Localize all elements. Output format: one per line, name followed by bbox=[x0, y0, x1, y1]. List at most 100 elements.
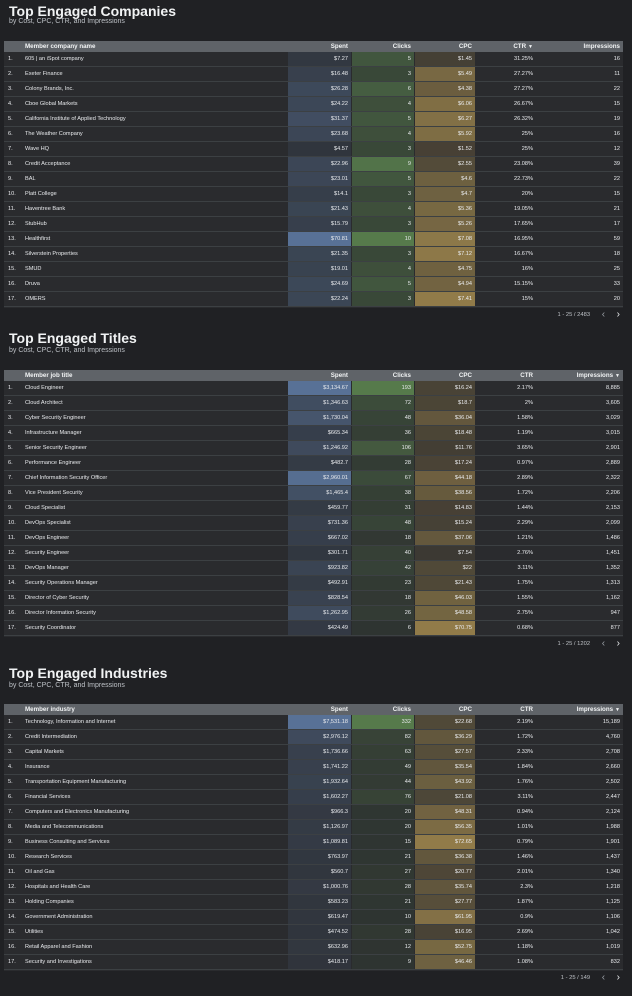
table-row[interactable]: 11. Oil and Gas $560.7 27 $20.77 2.01% 1,340 bbox=[4, 865, 623, 880]
row-name: Credit Intermediation bbox=[25, 734, 77, 740]
column-header-cpc[interactable]: CPC bbox=[415, 41, 475, 52]
table-row[interactable]: 12. Hospitals and Health Care $1,000.76 28 $… bbox=[4, 880, 623, 895]
table-row[interactable]: 4. Cboe Global Markets $24.22 4 $6.06 26.67% 1… bbox=[4, 97, 623, 112]
row-index: 13. bbox=[8, 236, 16, 242]
table-row[interactable]: 5. California Institute of Applied Techno… bbox=[4, 112, 623, 127]
table-row[interactable]: 16. Druva $24.69 5 $4.94 15.15% 33 bbox=[4, 277, 623, 292]
cell-cpc: $16.95 bbox=[415, 925, 475, 939]
table-row[interactable]: 13. Healthfirst $70.81 10 $7.08 16.95% 59 bbox=[4, 232, 623, 247]
table-row[interactable]: 4. Infrastructure Manager $665.34 36 $18.48 1… bbox=[4, 426, 623, 441]
cell-spent: $301.71 bbox=[288, 546, 351, 560]
table-row[interactable]: 2. Exeter Finance $16.48 3 $5.49 27.27% 11 bbox=[4, 67, 623, 82]
table-row[interactable]: 8. Media and Telecommunications $1,126.97 2… bbox=[4, 820, 623, 835]
table-row[interactable]: 3. Colony Brands, Inc. $26.28 6 $4.38 27.27% 2… bbox=[4, 82, 623, 97]
table-row[interactable]: 9. Cloud Specialist $459.77 31 $14.83 1.44% 2,… bbox=[4, 501, 623, 516]
chevron-right-icon[interactable]: › bbox=[616, 309, 620, 320]
section-top-companies: Top Engaged Companies by Cost, CPC, CTR,… bbox=[0, 0, 632, 325]
table-row[interactable]: 4. Insurance $1,741.22 49 $35.54 1.84% 2,660 bbox=[4, 760, 623, 775]
table-row[interactable]: 1. 605 | an iSpot company $7.27 5 $1.45 31.25… bbox=[4, 52, 623, 67]
pagination-label: 1 - 25 / 2483 bbox=[557, 312, 591, 318]
column-header-ctr[interactable]: CTR bbox=[476, 704, 536, 715]
column-header-name[interactable]: Member job title bbox=[25, 372, 73, 379]
row-index: 10. bbox=[8, 854, 16, 860]
table-row[interactable]: 3. Cyber Security Engineer $1,730.04 48 $36.… bbox=[4, 411, 623, 426]
column-header-spent[interactable]: Spent bbox=[288, 41, 351, 52]
cell-impressions: 33 bbox=[613, 281, 620, 287]
column-header-ctr[interactable]: CTR bbox=[476, 370, 536, 381]
table-row[interactable]: 2. Credit Intermediation $2,976.12 82 $36.29… bbox=[4, 730, 623, 745]
table-row[interactable]: 11. Haventree Bank $21.43 4 $5.36 19.05% 21 bbox=[4, 202, 623, 217]
table-row[interactable]: 16. Director Information Security $1,262.9… bbox=[4, 606, 623, 621]
table-row[interactable]: 2. Cloud Architect $1,346.63 72 $18.7 2% 3,605 bbox=[4, 396, 623, 411]
cell-cpc: $21.43 bbox=[415, 576, 475, 590]
table-row[interactable]: 11. DevOps Engineer $667.02 18 $37.06 1.21% 1,… bbox=[4, 531, 623, 546]
cell-clicks: 3 bbox=[352, 67, 414, 81]
table-row[interactable]: 10. DevOps Specialist $731.36 48 $15.24 2.29%… bbox=[4, 516, 623, 531]
cell-clicks: 20 bbox=[352, 820, 414, 834]
table-row[interactable]: 17. OMERS $22.24 3 $7.41 15% 20 bbox=[4, 292, 623, 307]
column-header-clicks[interactable]: Clicks bbox=[352, 370, 414, 381]
column-header-spent[interactable]: Spent bbox=[288, 370, 351, 381]
column-header-name[interactable]: Member industry bbox=[25, 706, 75, 713]
cell-impressions: 1,352 bbox=[606, 565, 620, 571]
table-row[interactable]: 7. Computers and Electronics Manufacturin… bbox=[4, 805, 623, 820]
column-header-ctr[interactable]: CTR ▼ bbox=[476, 41, 536, 52]
cell-cpc: $21.08 bbox=[415, 790, 475, 804]
table-row[interactable]: 6. The Weather Company $23.68 4 $5.92 25% 16 bbox=[4, 127, 623, 142]
column-header-impressions[interactable]: Impressions bbox=[537, 41, 623, 52]
cell-impressions: 1,218 bbox=[606, 884, 620, 890]
chevron-left-icon[interactable]: ‹ bbox=[601, 309, 606, 320]
column-header-cpc[interactable]: CPC bbox=[415, 704, 475, 715]
section-top-industries: Top Engaged Industries by Cost, CPC, CTR… bbox=[0, 660, 632, 996]
table-row[interactable]: 14. Security Operations Manager $492.91 23 $… bbox=[4, 576, 623, 591]
table-row[interactable]: 9. Business Consulting and Services $1,089… bbox=[4, 835, 623, 850]
cell-ctr: 15% bbox=[521, 296, 533, 302]
table-row[interactable]: 12. Security Engineer $301.71 40 $7.54 2.76% 1… bbox=[4, 546, 623, 561]
table-row[interactable]: 5. Transportation Equipment Manufacturing… bbox=[4, 775, 623, 790]
table-row[interactable]: 5. Senior Security Engineer $1,246.92 106 $1… bbox=[4, 441, 623, 456]
cell-clicks: 3 bbox=[352, 217, 414, 231]
table-row[interactable]: 14. Silverstein Properties $21.35 3 $7.12 16.… bbox=[4, 247, 623, 262]
cell-impressions: 16 bbox=[613, 56, 620, 62]
table-row[interactable]: 8. Credit Acceptance $22.96 9 $2.55 23.08% 39 bbox=[4, 157, 623, 172]
table-row[interactable]: 14. Government Administration $619.47 10 $61… bbox=[4, 910, 623, 925]
pagination: 1 - 25 / 2483 ‹ › bbox=[558, 309, 621, 321]
column-header-name[interactable]: Member company name bbox=[25, 43, 96, 50]
table-row[interactable]: 15. Director of Cyber Security $828.54 18 $4… bbox=[4, 591, 623, 606]
chevron-right-icon[interactable]: › bbox=[616, 638, 620, 649]
column-header-cpc[interactable]: CPC bbox=[415, 370, 475, 381]
table-row[interactable]: 6. Performance Engineer $482.7 28 $17.24 0.97… bbox=[4, 456, 623, 471]
row-index: 3. bbox=[8, 86, 13, 92]
table-row[interactable]: 12. StubHub $15.79 3 $5.26 17.65% 17 bbox=[4, 217, 623, 232]
column-header-clicks[interactable]: Clicks bbox=[352, 41, 414, 52]
column-header-spent[interactable]: Spent bbox=[288, 704, 351, 715]
table-row[interactable]: 9. BAL $23.01 5 $4.6 22.73% 22 bbox=[4, 172, 623, 187]
cell-impressions: 22 bbox=[613, 86, 620, 92]
table-row[interactable]: 10. Research Services $763.97 21 $36.38 1.46%… bbox=[4, 850, 623, 865]
table-row[interactable]: 1. Cloud Engineer $3,134.67 193 $16.24 2.17% 8… bbox=[4, 381, 623, 396]
cell-spent: $14.1 bbox=[288, 187, 351, 201]
table-row[interactable]: 17. Security Coordinator $424.49 6 $70.75 0.6… bbox=[4, 621, 623, 636]
chevron-left-icon[interactable]: ‹ bbox=[601, 972, 606, 983]
table-row[interactable]: 10. Platt College $14.1 3 $4.7 20% 15 bbox=[4, 187, 623, 202]
table-row[interactable]: 17. Security and Investigations $418.17 9 $4… bbox=[4, 955, 623, 970]
cell-clicks: 20 bbox=[352, 805, 414, 819]
row-name: Druva bbox=[25, 281, 40, 287]
chevron-left-icon[interactable]: ‹ bbox=[601, 638, 606, 649]
chevron-right-icon[interactable]: › bbox=[616, 972, 620, 983]
table-row[interactable]: 15. SMUD $19.01 4 $4.75 16% 25 bbox=[4, 262, 623, 277]
column-header-impressions[interactable]: Impressions ▼ bbox=[537, 370, 623, 381]
table-row[interactable]: 7. Wave HQ $4.57 3 $1.52 25% 12 bbox=[4, 142, 623, 157]
table-row[interactable]: 6. Financial Services $1,602.27 76 $21.08 3.1… bbox=[4, 790, 623, 805]
table-row[interactable]: 16. Retail Apparel and Fashion $632.96 12 $5… bbox=[4, 940, 623, 955]
table-row[interactable]: 15. Utilities $474.52 28 $16.95 2.69% 1,042 bbox=[4, 925, 623, 940]
table-row[interactable]: 7. Chief Information Security Officer $2,9… bbox=[4, 471, 623, 486]
table-row[interactable]: 13. Holding Companies $583.23 21 $27.77 1.87%… bbox=[4, 895, 623, 910]
table-row[interactable]: 1. Technology, Information and Internet $7… bbox=[4, 715, 623, 730]
table-row[interactable]: 8. Vice President Security $1,465.4 38 $38.5… bbox=[4, 486, 623, 501]
column-header-clicks[interactable]: Clicks bbox=[352, 704, 414, 715]
column-header-impressions[interactable]: Impressions ▼ bbox=[537, 704, 623, 715]
table-row[interactable]: 13. DevOps Manager $923.82 42 $22 3.11% 1,352 bbox=[4, 561, 623, 576]
cell-impressions: 16 bbox=[613, 131, 620, 137]
table-row[interactable]: 3. Capital Markets $1,736.66 63 $27.57 2.33% 2… bbox=[4, 745, 623, 760]
